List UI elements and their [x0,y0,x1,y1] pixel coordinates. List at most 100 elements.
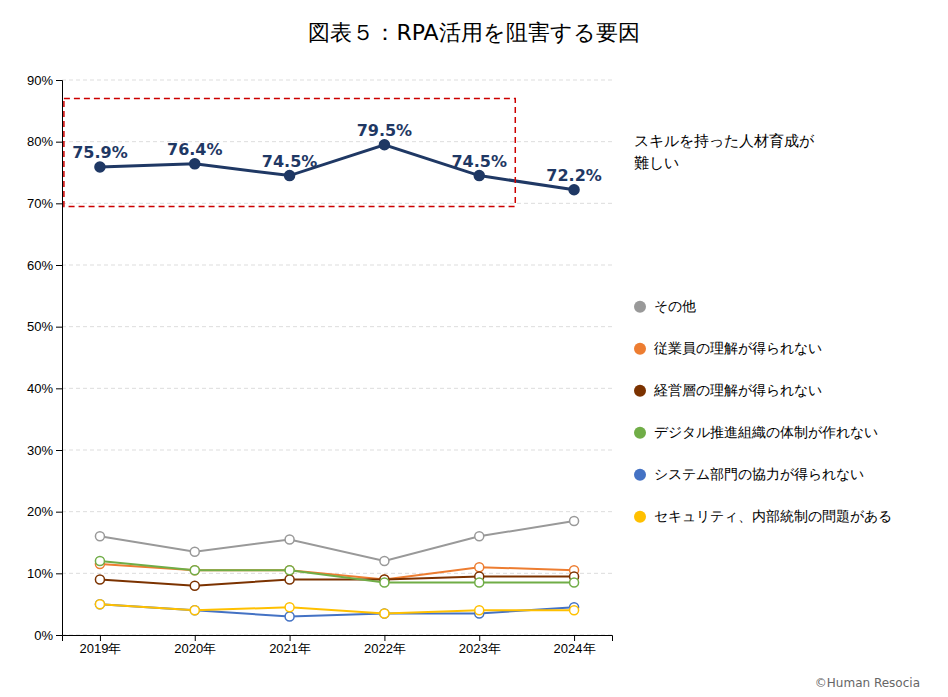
y-tick-label: 60% [27,258,53,273]
series-point [190,159,200,169]
legend-swatch [634,469,646,481]
y-tick: 90% [27,73,62,88]
legend-swatch [634,427,646,439]
legend-swatch [634,385,646,397]
grid-line [62,450,612,451]
series-point [190,547,199,556]
y-tick-mark [56,327,62,328]
series-point [190,606,199,615]
series-point [475,563,484,572]
series-point [380,557,389,566]
y-tick-label: 90% [27,73,53,88]
grid-line [62,203,612,204]
grid-line [62,265,612,266]
legend-item: デジタル推進組織の体制が作れない [634,424,878,440]
data-label: 74.5% [451,152,507,171]
data-label: 79.5% [357,121,413,140]
grid-line [62,141,612,142]
legend-label: システム部門の協力が得られない [654,466,864,482]
y-tick-mark [56,573,62,574]
series-point [379,140,389,150]
y-tick: 10% [27,566,62,581]
series-point [285,566,294,575]
x-tick-mark [574,635,575,641]
y-tick-mark [56,265,62,266]
legend-swatch [634,343,646,355]
data-label: 75.9% [72,143,128,162]
x-tick-label: 2021年 [269,641,311,656]
grid-line [62,326,612,327]
legend-label: デジタル推進組織の体制が作れない [654,424,878,440]
y-tick-mark [56,80,62,81]
legend-item: その他 [634,298,696,314]
series [95,516,578,565]
grid-line [62,573,612,574]
x-tick-label: 2023年 [459,641,501,656]
grid-line [62,80,612,81]
data-label: 76.4% [167,140,223,159]
plot: 0%10%20%30%40%50%60%70%80%90%2019年2020年2… [27,73,613,657]
legend-swatch [634,301,646,313]
data-label: 72.2% [546,166,602,185]
x-tick: 2019年 [79,635,121,656]
x-tick-mark [195,635,196,641]
data-labels: 75.9% 76.4% 74.5% 79.5% 74.5% 72.2% [72,121,602,185]
series-line [100,604,574,616]
series-line [100,604,574,613]
y-tick: 60% [27,258,62,273]
y-tick: 40% [27,381,62,396]
legend-item: セキュリティ、内部統制の問題がある [634,508,892,524]
y-tick: 80% [27,134,62,149]
legend-item: 経営層の理解が得られない [634,382,822,398]
x-axis-line [63,636,613,642]
x-tick-label: 2019年 [79,641,121,656]
series-point [569,185,579,195]
series-point [380,578,389,587]
series [95,600,578,618]
y-tick-mark [56,512,62,513]
x-tick-mark [479,635,480,641]
series-point [285,535,294,544]
series-point [474,171,484,181]
x-tick-label: 2020年 [174,641,216,656]
series-point [95,600,104,609]
x-tick-label: 2024年 [554,641,596,656]
series-line [100,521,574,561]
series-line [100,576,574,585]
y-tick-mark [56,142,62,143]
y-tick: 20% [27,504,62,519]
series-point [190,566,199,575]
x-tick: 2021年 [269,635,311,656]
x-tick-mark [384,635,385,641]
y-tick-label: 0% [34,628,53,643]
series-point [285,566,294,575]
series-point [285,603,294,612]
annotation-text: スキルを持った人材育成が難しい [634,132,815,172]
y-tick-label: 70% [27,196,53,211]
series-point [570,606,579,615]
x-tick: 2020年 [174,635,216,656]
series-point [95,600,104,609]
grid-line [62,511,612,512]
chart: 0%10%20%30%40%50%60%70%80%90%2019年2020年2… [0,0,948,697]
y-tick: 70% [27,196,62,211]
series-point [475,532,484,541]
series-point [285,171,295,181]
data-label: 74.5% [262,152,318,171]
marks [95,140,579,621]
y-tick-mark [56,450,62,451]
legend-item: 従業員の理解が得られない [634,340,822,356]
series-point [380,609,389,618]
series [95,572,578,590]
x-tick: 2023年 [459,635,501,656]
y-tick-mark [56,635,62,636]
series-point [380,609,389,618]
series-point [190,606,199,615]
y-tick-label: 30% [27,443,53,458]
series-point [95,532,104,541]
y-axis: 0%10%20%30%40%50%60%70%80%90% [27,73,63,643]
series-point [190,581,199,590]
grid-line [62,388,612,389]
annotation-box [64,99,515,207]
series [95,140,579,195]
